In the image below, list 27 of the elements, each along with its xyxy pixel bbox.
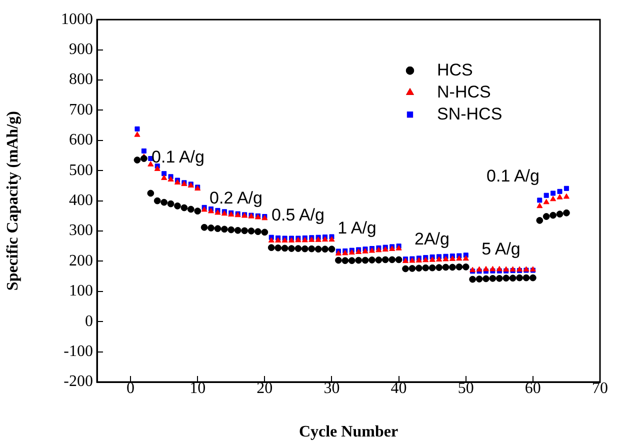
y-tick-label: 500 [69,162,93,179]
annotation: 0.1 A/g [152,148,204,167]
x-axis-title: Cycle Number [298,424,398,441]
y-axis-title: Specific Capacity (mAh/g) [4,111,22,291]
legend-label: HCS [437,60,473,80]
y-tick-label: 800 [69,71,93,88]
y-tick-label: 0 [85,312,93,330]
annotation: 2A/g [414,230,450,249]
y-tick-label: 100 [69,282,93,300]
y-tick-label: 300 [69,222,93,240]
y-tick-label: 1000 [61,10,93,28]
annotation: 0.1 A/g [486,166,540,186]
y-tick-label: 600 [69,132,93,149]
x-tick-label: 10 [190,380,206,397]
legend-label: SN-HCS [437,104,502,124]
annotation: 5 A/g [482,240,520,259]
x-tick-label: 40 [390,380,407,397]
y-tick-label: 700 [69,101,93,118]
annotation: 0.2 A/g [210,188,262,208]
legend-label: N-HCS [437,82,491,102]
y-tick-label: 900 [69,41,93,58]
y-tick-label: 200 [69,252,93,270]
annotation: 1 A/g [338,218,376,238]
y-tick-label: -100 [64,343,93,360]
y-tick-label: 400 [69,192,93,210]
y-tick-label: -200 [64,373,93,390]
annotation: 0.5 A/g [272,206,324,225]
